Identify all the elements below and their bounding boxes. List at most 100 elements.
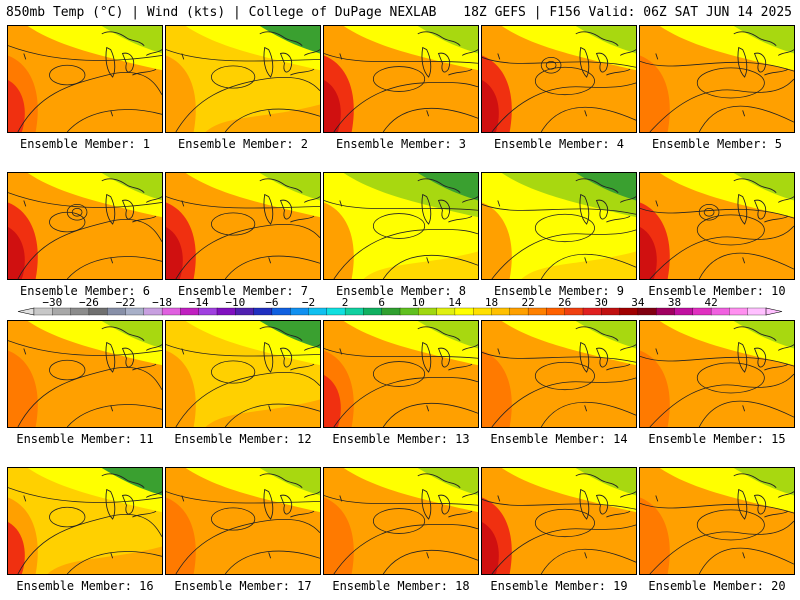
ensemble-member-map xyxy=(7,467,163,575)
height-contours xyxy=(8,45,162,132)
colorbar-swatch xyxy=(491,307,511,316)
colorbar-swatch xyxy=(235,307,255,316)
colorbar-swatch xyxy=(290,307,310,316)
south-band xyxy=(47,546,162,574)
ensemble-member-map xyxy=(7,320,163,428)
colorbar-swatch xyxy=(70,307,90,316)
south-band xyxy=(205,251,320,279)
colorbar-swatch xyxy=(344,307,365,316)
colorbar-swatch xyxy=(418,307,438,316)
ensemble-member-map xyxy=(481,320,637,428)
ensemble-member-label: Ensemble Member: 2 xyxy=(177,137,309,151)
hot-core xyxy=(640,226,657,279)
ensemble-member-label: Ensemble Member: 1 xyxy=(19,137,151,151)
hot-core xyxy=(8,521,25,574)
height-contours xyxy=(640,60,794,132)
warm-region xyxy=(640,350,670,427)
height-contours xyxy=(482,204,636,279)
colorbar-swatch xyxy=(601,307,621,316)
colorbar-tick-label: 30 xyxy=(595,298,608,309)
warm-region xyxy=(166,350,196,427)
colorbar-tick-label: 34 xyxy=(631,298,645,309)
height-contours xyxy=(324,348,478,427)
colorbar-swatch xyxy=(107,307,127,316)
ensemble-member-map xyxy=(7,172,163,280)
great-lakes-outline xyxy=(339,473,478,559)
south-band xyxy=(47,104,162,132)
hot-core xyxy=(482,79,499,132)
ensemble-member-map xyxy=(323,172,479,280)
colorbar-swatch xyxy=(582,307,602,316)
south-band xyxy=(47,251,162,279)
warm-region xyxy=(482,202,512,279)
ensemble-member-label: Ensemble Member: 12 xyxy=(174,432,312,446)
south-band xyxy=(363,399,478,427)
colorbar-tick-label: −22 xyxy=(116,298,136,309)
colorbar-tick-label: 26 xyxy=(558,298,571,309)
ensemble-member-map xyxy=(481,467,637,575)
colorbar-swatch xyxy=(436,307,456,316)
colorbar-swatch xyxy=(454,307,474,316)
colorbar-swatch xyxy=(198,307,218,316)
height-contours xyxy=(324,495,478,574)
great-lakes-outline xyxy=(339,326,478,412)
south-band xyxy=(363,546,478,574)
colorbar-swatch xyxy=(363,307,383,316)
great-lakes-outline xyxy=(181,31,320,117)
ensemble-member-label: Ensemble Member: 13 xyxy=(332,432,470,446)
ensemble-member-label: Ensemble Member: 3 xyxy=(335,137,467,151)
ensemble-member-map xyxy=(323,467,479,575)
ensemble-member-map xyxy=(323,320,479,428)
colorbar-tick-label: 10 xyxy=(412,298,425,309)
colorbar-swatch xyxy=(729,307,749,316)
warm-region xyxy=(482,350,512,427)
ensemble-member-label: Ensemble Member: 5 xyxy=(651,137,783,151)
ensemble-member-map xyxy=(165,25,321,133)
height-contours xyxy=(166,196,320,279)
colorbar-swatch xyxy=(125,307,145,316)
ensemble-member-map xyxy=(165,467,321,575)
colorbar-swatch xyxy=(216,307,236,316)
great-lakes-outline xyxy=(497,473,636,559)
ensemble-member-map xyxy=(323,25,479,133)
ensemble-member-label: Ensemble Member: 8 xyxy=(335,284,467,298)
ensemble-member-label: Ensemble Member: 15 xyxy=(648,432,786,446)
warm-region xyxy=(640,497,670,574)
height-contours xyxy=(640,204,794,279)
ensemble-member-label: Ensemble Member: 14 xyxy=(490,432,628,446)
colorbar-swatch xyxy=(747,307,767,316)
ensemble-member-label: Ensemble Member: 9 xyxy=(493,284,625,298)
temperature-colorbar: −30 −26 −22 −18 −14 −10 −6 −2 2 6 10 14 18 22 26 30 34 38… xyxy=(17,298,783,316)
south-band xyxy=(521,399,636,427)
south-band xyxy=(205,399,320,427)
ensemble-member-label: Ensemble Member: 10 xyxy=(648,284,786,298)
ensemble-member-map xyxy=(639,25,795,133)
colorbar-swatch xyxy=(33,307,53,316)
south-band xyxy=(363,104,478,132)
hot-core xyxy=(482,521,499,574)
colorbar-right-arrow xyxy=(765,307,783,316)
height-contours xyxy=(482,57,636,132)
warm-region xyxy=(324,497,354,574)
ensemble-member-label: Ensemble Member: 7 xyxy=(177,284,309,298)
great-lakes-outline xyxy=(655,473,794,559)
colorbar-tick-label: −2 xyxy=(302,298,315,309)
height-contours xyxy=(482,499,636,574)
colorbar-swatch xyxy=(674,307,694,316)
great-lakes-outline xyxy=(339,31,478,117)
ensemble-member-map xyxy=(639,320,795,428)
ensemble-member-map xyxy=(481,25,637,133)
hot-core xyxy=(8,79,25,132)
south-band xyxy=(521,251,636,279)
warm-region xyxy=(324,202,354,279)
colorbar-swatch xyxy=(381,307,401,316)
colorbar-swatch xyxy=(692,307,712,316)
great-lakes-outline xyxy=(181,178,320,264)
colorbar-tick-label: 42 xyxy=(704,298,717,309)
ensemble-member-map xyxy=(639,172,795,280)
south-band xyxy=(679,399,794,427)
south-band xyxy=(363,251,478,279)
height-contours xyxy=(482,352,636,427)
colorbar-swatch xyxy=(656,307,676,316)
great-lakes-outline xyxy=(497,326,636,412)
